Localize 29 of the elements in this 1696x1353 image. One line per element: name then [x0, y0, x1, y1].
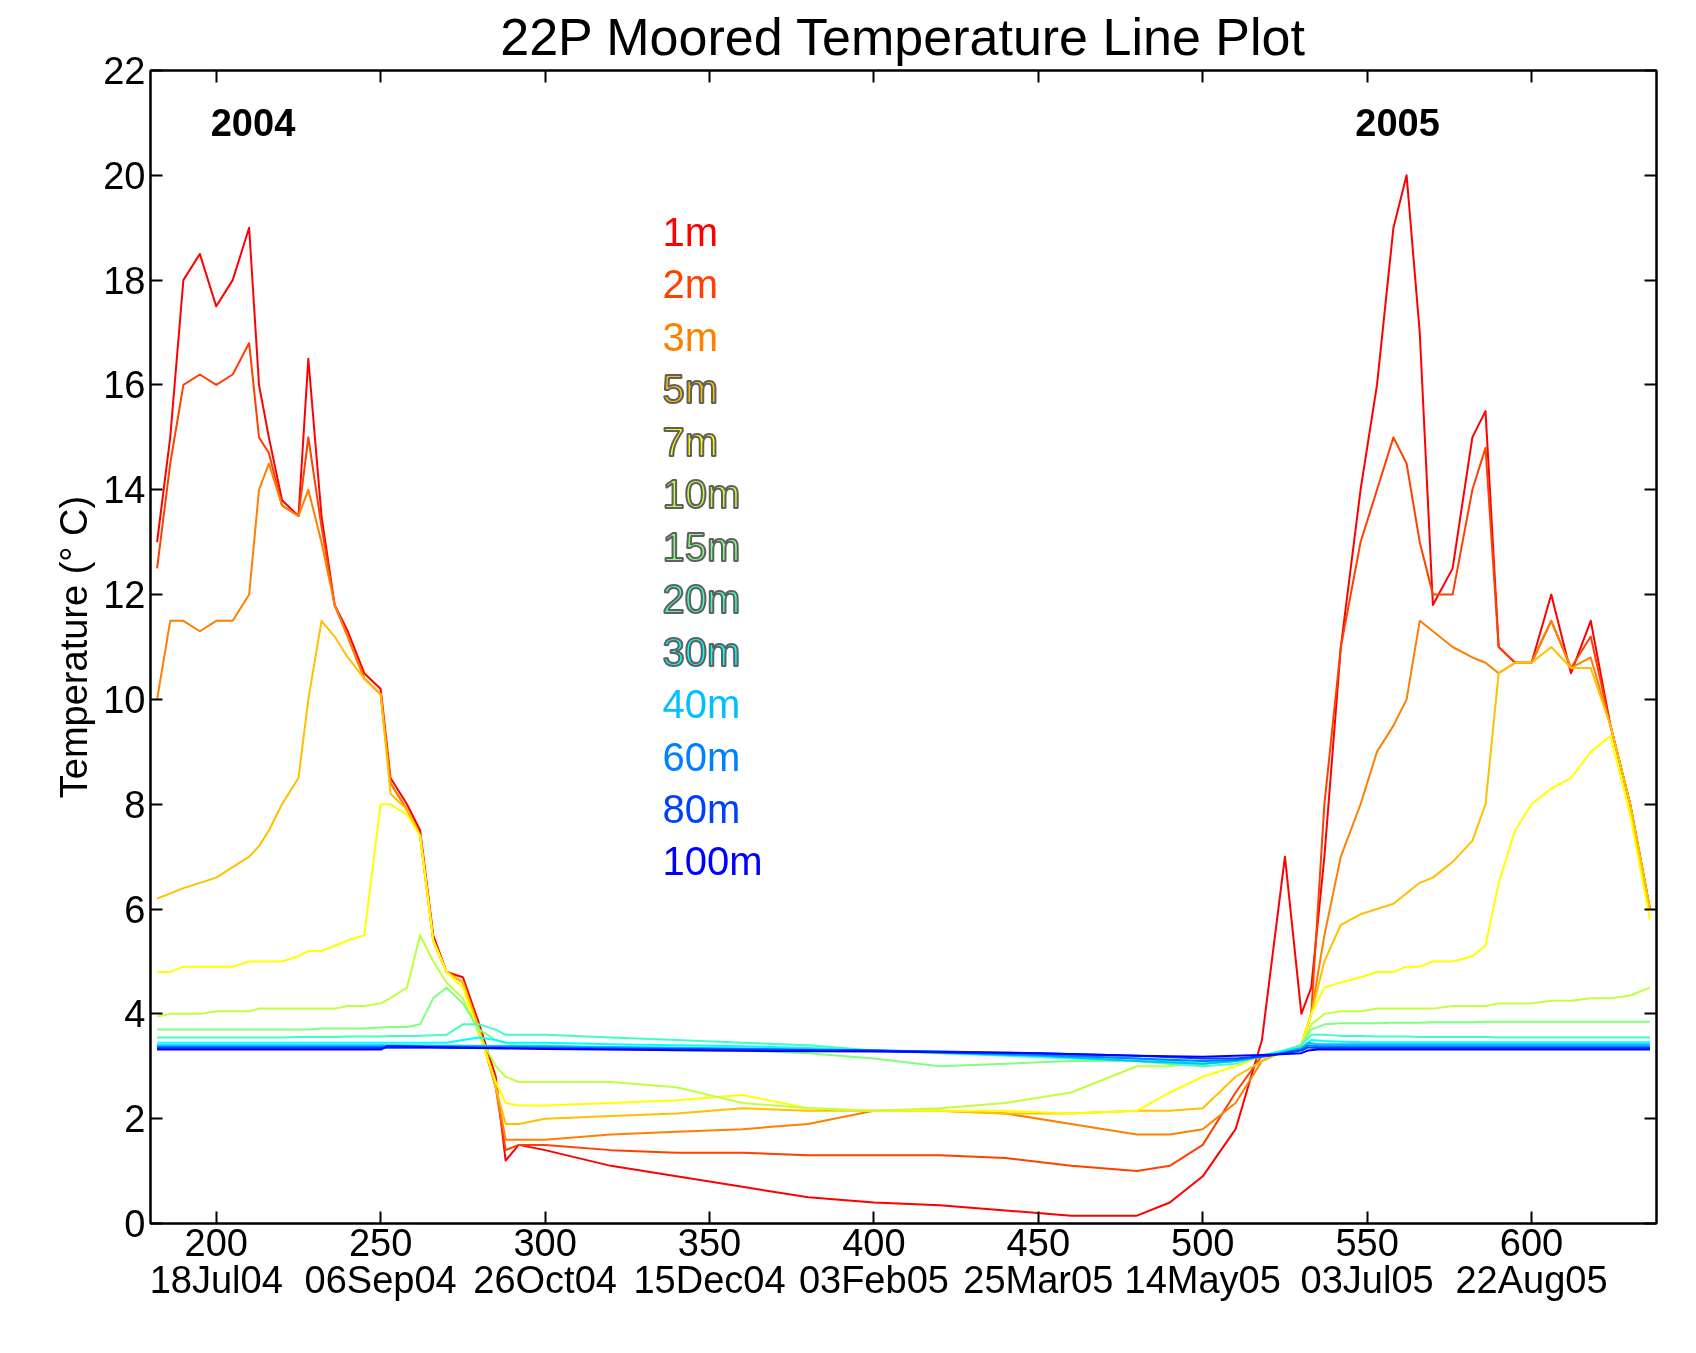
y-tick-label: 6: [124, 888, 146, 931]
y-tick-label: 2: [124, 1098, 146, 1141]
y-tick-label: 18: [103, 259, 146, 302]
y-tick-label: 0: [124, 1203, 146, 1245]
y-tick-label: 22: [103, 50, 146, 92]
text: 5m: [662, 367, 719, 412]
annotation: 2005: [1355, 101, 1440, 144]
text: 2m: [662, 262, 719, 307]
text: 7m: [662, 419, 719, 464]
y-tick-label: 14: [103, 469, 146, 512]
y-axis-title: Temperature (° C): [53, 495, 96, 799]
y-tick-label: 12: [103, 574, 146, 617]
y-tick-label: 20: [103, 154, 146, 197]
y-tick-label: 10: [103, 678, 146, 721]
text: 40m: [662, 682, 741, 727]
text: 80m: [662, 787, 741, 831]
text: 3m: [662, 314, 719, 359]
text: 30m: [662, 629, 741, 674]
y-tick-label: 8: [124, 783, 146, 826]
text: 15m: [662, 524, 741, 569]
text: 10m: [662, 472, 741, 517]
text: 20m: [662, 577, 741, 622]
text: 1m: [662, 209, 719, 254]
text: 100m: [662, 839, 763, 884]
annotation: 2004: [210, 101, 296, 144]
y-tick-label: 4: [124, 993, 146, 1036]
text: 60m: [662, 734, 741, 779]
chart-title: 22P Moored Temperature Line Plot: [500, 7, 1306, 66]
y-tick-label: 16: [103, 364, 146, 407]
